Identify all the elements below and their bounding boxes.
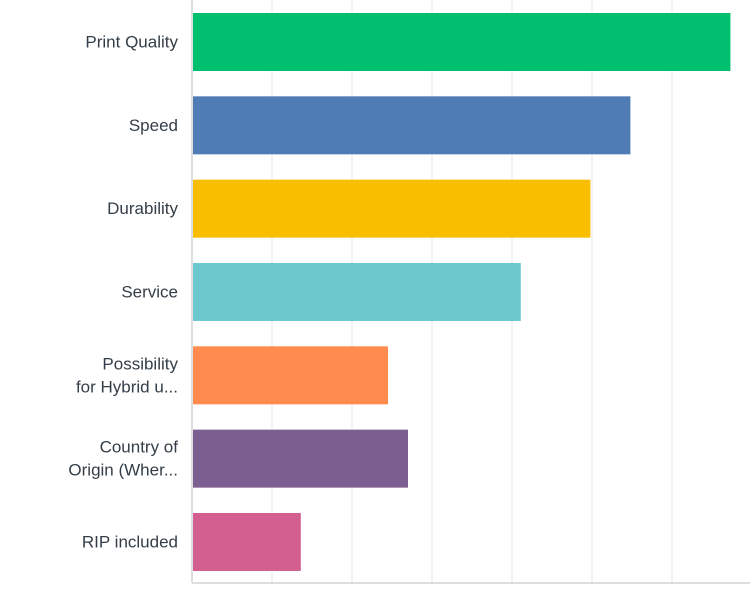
category-label: RIP included [82,532,178,551]
bar [193,13,731,71]
bar [193,512,301,571]
category-label: Print Quality [85,33,178,52]
category-label: Country of [100,438,179,457]
category-label: Speed [129,116,178,135]
bar [193,179,591,238]
bar [193,96,631,155]
bars [193,13,731,571]
category-label: Origin (Wher... [68,461,178,480]
bar [193,429,408,488]
category-label: Durability [107,199,178,218]
bar [193,262,521,321]
category-label: Service [121,282,178,301]
category-label: Possibility [102,354,178,373]
category-label: for Hybrid u... [76,377,178,396]
category-labels: Print Quality Speed Durability Service Possi… [68,33,178,552]
bar [193,346,388,405]
